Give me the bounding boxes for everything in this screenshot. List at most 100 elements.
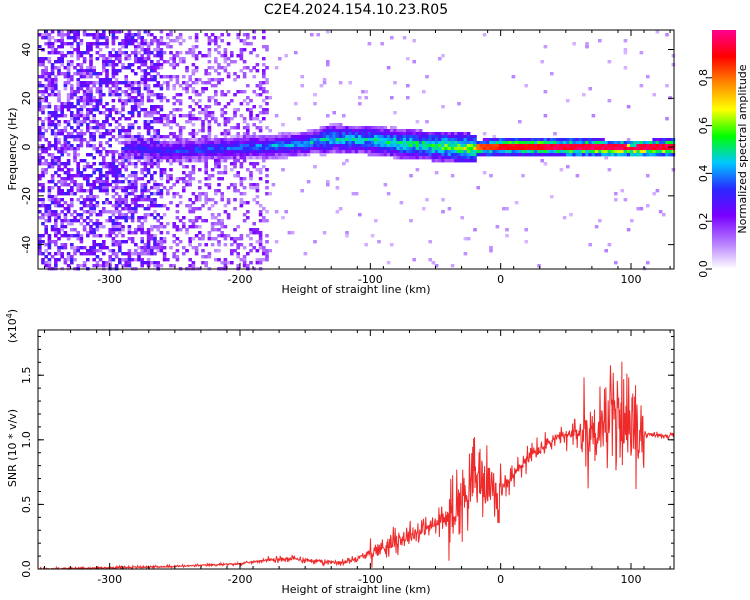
spectrogram-cell	[92, 117, 96, 121]
spectrogram-cell	[111, 60, 116, 64]
spectrogram-cell	[57, 60, 61, 64]
spectrogram-cell	[390, 135, 394, 139]
spectrogram-cell	[98, 81, 103, 85]
spectrogram-cell	[306, 141, 311, 145]
spectrogram-cell	[143, 60, 148, 64]
spectrogram-cell	[47, 237, 52, 241]
spectrogram-cell	[130, 207, 135, 211]
spectrogram-cell	[102, 63, 106, 67]
spectrogram-cell	[252, 36, 256, 40]
spectrogram-cell	[108, 228, 112, 232]
spectrogram-cell	[390, 144, 394, 148]
spectrogram-cell	[108, 216, 112, 220]
spectrogram-cell	[73, 120, 77, 124]
spectrogram-cell	[188, 177, 192, 181]
spectrogram-cell	[614, 198, 618, 202]
spectrogram-cell	[111, 159, 116, 163]
spectrogram-cell	[57, 168, 61, 172]
spectrogram-cell	[367, 153, 372, 157]
spectrogram-cell	[556, 141, 560, 145]
spectrogram-cell	[246, 168, 250, 172]
spectrogram-cell	[182, 153, 186, 157]
spectrogram-cell	[300, 138, 304, 142]
spectrogram-cell	[380, 138, 384, 142]
spectrogram-cell	[249, 147, 253, 151]
spectrogram-cell	[194, 216, 199, 220]
spectrogram-cell	[646, 204, 650, 208]
spectrogram-cell	[143, 213, 148, 217]
spectrogram-cell	[370, 126, 375, 130]
spectrogram-cell	[198, 51, 202, 55]
spectrogram-cell	[92, 147, 96, 151]
spectrogram-cell	[614, 261, 618, 265]
spectrogram-cell	[377, 126, 381, 130]
spectrogram-cell	[169, 201, 173, 205]
spectrogram-cell	[82, 228, 87, 232]
spectrogram-cell	[671, 138, 676, 142]
spectrogram-cell	[444, 156, 448, 160]
spectrogram-cell	[47, 57, 52, 61]
spectrogram-cell	[287, 138, 292, 142]
spectrogram-cell	[236, 189, 240, 193]
spectrogram-cell	[377, 141, 381, 145]
spectrogram-cell	[185, 159, 189, 163]
spectrogram-cell	[47, 264, 52, 268]
spectrogram-cell	[210, 39, 215, 43]
spectrogram-cell	[82, 252, 87, 256]
spectrogram-cell	[310, 33, 314, 37]
spectrogram-cell	[140, 69, 144, 73]
spectrogram-cell	[521, 141, 525, 145]
spectrogram-cell	[105, 45, 109, 49]
spectrogram-cell	[409, 132, 413, 136]
spectrogram-cell	[178, 36, 183, 40]
spectrogram-cell	[652, 147, 656, 151]
spectrogram-cell	[191, 150, 196, 154]
spectrogram-cell	[54, 144, 58, 148]
spectrogram-cell	[614, 150, 618, 154]
spectrogram-cell	[102, 207, 106, 211]
spectrogram-cell	[204, 264, 208, 268]
spectrogram-cell	[134, 39, 138, 43]
spectrogram-cell	[50, 63, 55, 67]
spectrogram-cell	[220, 219, 224, 223]
spectrogram-cell	[399, 135, 404, 139]
spectrogram-cell	[335, 123, 340, 127]
spectrogram-cell	[76, 57, 80, 61]
spectrogram-cell	[175, 204, 180, 208]
spectrogram-cell	[345, 234, 349, 238]
spectrogram-cell	[127, 126, 132, 130]
spectrogram-cell	[399, 156, 404, 160]
spectrogram-cell	[252, 153, 256, 157]
spectrogram-cell	[377, 138, 381, 142]
spectrogram-cell	[434, 144, 439, 148]
spectrogram-cell	[226, 102, 231, 106]
spectrogram-cell	[242, 144, 247, 148]
spectrogram-cell	[578, 144, 583, 148]
spectrogram-cell	[242, 150, 247, 154]
spectrogram-cell	[438, 153, 442, 157]
spectrogram-cell	[86, 141, 90, 145]
spectrogram-cell	[415, 141, 420, 145]
spectrogram-cell	[82, 90, 87, 94]
spectrogram-cell	[156, 120, 160, 124]
spectrogram-cell	[236, 123, 240, 127]
spectrogram-cell	[463, 144, 468, 148]
spectrogram-cell	[66, 72, 71, 76]
spectrogram-cell	[191, 87, 196, 91]
spectrogram-cell	[450, 150, 455, 154]
spectrogram-cell	[127, 258, 132, 262]
spectrogram-cell	[418, 153, 423, 157]
spectrogram-cell	[118, 123, 122, 127]
spectrogram-cell	[124, 78, 128, 82]
spectrogram-cell	[105, 72, 109, 76]
spectrogram-cell	[553, 153, 557, 157]
spectrogram-cell	[444, 159, 448, 163]
spectrogram-cell	[332, 138, 336, 142]
spectrogram-cell	[393, 141, 397, 145]
spectrogram-cell	[236, 171, 240, 175]
spectrogram-cell	[60, 222, 64, 226]
spectrogram-cell	[217, 45, 221, 49]
spectrogram-cell	[258, 168, 263, 172]
spectrogram-cell	[130, 258, 135, 262]
spectrogram-cell	[255, 156, 260, 160]
